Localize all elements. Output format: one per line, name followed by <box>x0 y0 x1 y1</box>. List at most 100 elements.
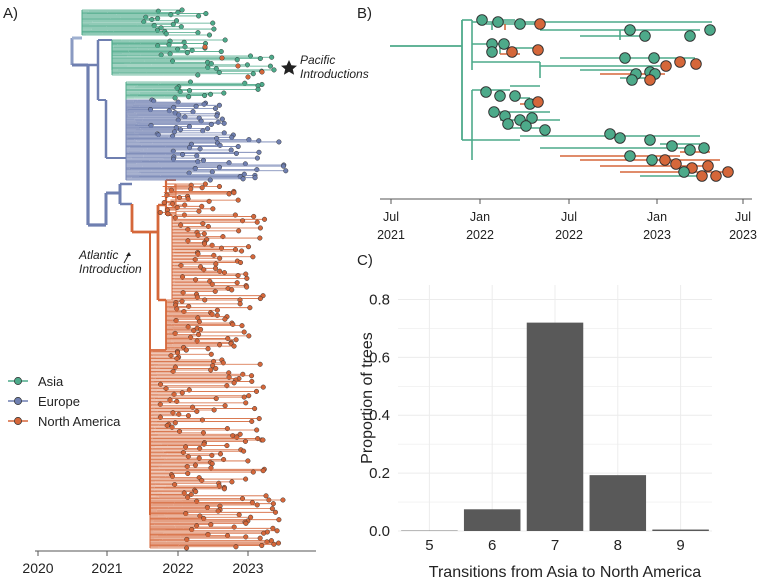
tip-node <box>245 458 251 464</box>
tip-node <box>244 284 250 290</box>
tip-node <box>213 396 219 402</box>
tip-node <box>193 489 199 495</box>
tip-node <box>272 509 279 515</box>
tip-node <box>172 420 178 426</box>
tip-node <box>202 297 208 303</box>
legend: Asia Europe North America <box>8 374 121 429</box>
tip-node <box>234 280 240 286</box>
tip-node <box>195 159 201 165</box>
tip-node <box>170 156 176 162</box>
tip-node <box>252 175 258 181</box>
tip-node <box>235 272 241 279</box>
tip-node <box>648 52 660 64</box>
tip-node <box>170 133 176 139</box>
tip-node <box>174 18 180 24</box>
legend-marker-europe <box>14 397 22 405</box>
tip-node <box>276 517 282 523</box>
tip-node <box>209 452 215 458</box>
phylogenetic-tree-a <box>70 7 289 551</box>
tip-node <box>260 468 266 474</box>
tip-node <box>260 437 266 443</box>
tip-node <box>261 530 267 536</box>
tip-node <box>154 27 160 33</box>
tip-node <box>243 400 249 406</box>
tip-node <box>173 125 179 131</box>
tip-node <box>226 160 232 166</box>
tip-node <box>218 49 224 55</box>
tip-node <box>245 74 251 80</box>
tip-node <box>202 181 208 187</box>
tip-node <box>486 46 498 58</box>
tip-node <box>262 216 268 222</box>
tip-node <box>147 107 153 113</box>
tip-node <box>539 124 551 136</box>
tip-node <box>213 265 219 271</box>
tip-node <box>216 183 222 190</box>
tip-node <box>255 86 261 92</box>
tip-node <box>171 129 178 135</box>
tip-node <box>196 208 202 214</box>
tip-node <box>221 486 227 492</box>
tip-node <box>678 166 690 178</box>
tip-node <box>492 16 504 28</box>
tip-node <box>509 90 521 102</box>
tip-node <box>175 46 181 52</box>
tip-node <box>274 528 280 534</box>
tip-node <box>644 134 656 146</box>
tip-node <box>269 54 275 60</box>
tip-node <box>185 470 191 477</box>
tip-node <box>256 138 262 144</box>
tip-node <box>239 248 245 254</box>
tip-node <box>175 117 181 123</box>
tip-node <box>614 132 626 144</box>
tip-node <box>192 165 198 171</box>
tip-node <box>166 42 172 48</box>
tip-node <box>532 44 544 56</box>
tip-node <box>619 52 631 64</box>
tip-node <box>639 30 651 42</box>
panel-b-label: B) <box>357 5 372 22</box>
tip-node <box>209 461 215 467</box>
tip-node <box>259 69 265 75</box>
tip-node <box>480 86 492 98</box>
tip-node <box>180 152 186 158</box>
tip-node <box>207 177 213 183</box>
tip-node <box>249 378 255 384</box>
tree-a-x-tick-label: 2023 <box>232 560 263 576</box>
tip-node <box>256 149 262 155</box>
tip-node <box>690 58 702 70</box>
tip-node <box>177 127 184 133</box>
tip-node <box>209 169 215 175</box>
tip-node <box>254 427 260 433</box>
tip-node <box>179 298 185 304</box>
tip-node <box>202 44 208 50</box>
tip-node <box>624 24 636 36</box>
tip-node <box>250 71 256 77</box>
tip-node <box>659 154 671 166</box>
y-axis-title: Proportion of trees <box>359 332 376 464</box>
tip-node <box>198 326 204 333</box>
tip-node <box>176 112 182 118</box>
tip-node <box>236 228 242 234</box>
tip-node <box>185 413 191 419</box>
tip-node <box>151 22 157 29</box>
tip-node <box>233 337 239 343</box>
tip-node <box>205 126 211 132</box>
tip-node <box>215 119 221 125</box>
tip-node <box>210 20 216 26</box>
tip-node <box>222 316 228 322</box>
legend-label-north-america: North America <box>38 414 121 429</box>
x-tick-label: 7 <box>551 537 559 554</box>
tip-node <box>254 167 260 173</box>
tip-node <box>219 55 225 61</box>
tip-node <box>231 343 237 349</box>
tip-node <box>233 544 239 550</box>
tip-node <box>179 390 185 396</box>
tip-node <box>228 147 234 153</box>
tip-node <box>211 26 217 32</box>
tip-node <box>193 103 199 109</box>
tip-node <box>217 255 223 261</box>
tip-node <box>216 164 222 170</box>
tip-node <box>234 57 240 63</box>
legend-label-asia: Asia <box>38 374 64 389</box>
